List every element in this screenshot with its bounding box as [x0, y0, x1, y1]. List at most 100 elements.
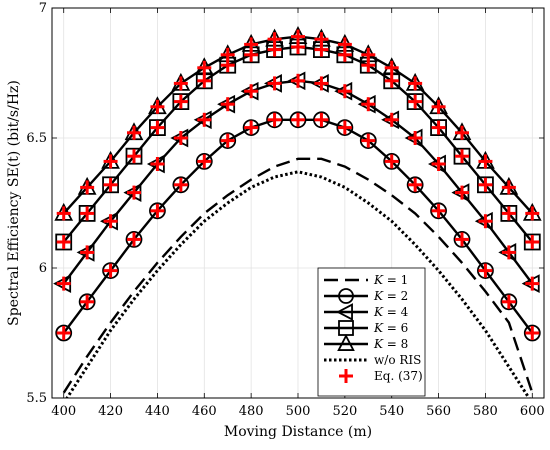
x-tick-label: 400 [51, 404, 76, 419]
marker-eq-37 [127, 185, 141, 200]
axis-ticks: 400 420 440 460 480 500 520 540 560 580 600 5.5 6 6.5… [26, 1, 544, 419]
marker-eq-37 [455, 125, 469, 140]
x-tick-label: 480 [239, 404, 264, 419]
marker-eq-37 [431, 203, 446, 218]
marker-eq-37 [173, 131, 188, 145]
marker-eq-37 [127, 149, 141, 164]
marker-eq-37 [197, 154, 212, 169]
marker-eq-37 [173, 94, 188, 109]
marker-eq-37 [244, 84, 259, 99]
x-tick-label: 580 [473, 404, 498, 419]
x-axis-label: Moving Distance (m) [224, 424, 372, 440]
marker-eq-37 [361, 47, 376, 62]
marker-k-2 [430, 202, 447, 220]
marker-eq-37 [244, 120, 259, 135]
marker-k-2 [477, 262, 494, 280]
marker-eq-37 [384, 112, 399, 127]
marker-eq-37 [220, 97, 235, 112]
x-tick-label: 560 [426, 404, 451, 419]
marker-k-2 [78, 293, 96, 311]
marker-eq-37 [525, 235, 540, 249]
marker-eq-37 [197, 112, 212, 127]
marker-eq-37 [314, 76, 329, 91]
marker-k-2 [219, 132, 237, 150]
marker-eq-37 [478, 177, 493, 192]
series-markers [53, 26, 542, 342]
marker-eq-37 [56, 326, 71, 340]
marker-k-2 [242, 119, 260, 136]
marker-k-6 [149, 119, 166, 136]
marker-k-6 [78, 204, 96, 222]
marker-k-2 [172, 176, 190, 194]
marker-eq-37 [80, 206, 95, 221]
marker-eq-37 [150, 99, 165, 114]
marker-eq-37 [455, 185, 469, 200]
marker-k-2 [406, 176, 424, 194]
marker-k-2 [266, 111, 283, 129]
marker-eq-37 [80, 180, 95, 195]
marker-eq-37 [408, 131, 423, 145]
marker-eq-37 [478, 214, 493, 229]
marker-k-2 [149, 202, 166, 220]
marker-eq-37 [501, 294, 516, 309]
marker-eq-37 [384, 73, 399, 88]
y-axis-label: Spectral Efficiency SE(t) (bit/s/Hz) [6, 80, 22, 326]
marker-eq-37 [220, 47, 235, 62]
legend-marker [339, 369, 353, 383]
marker-eq-37 [220, 133, 235, 148]
marker-k-2 [359, 132, 377, 150]
marker-k-2 [500, 293, 518, 311]
marker-eq-37 [384, 60, 399, 75]
marker-eq-37 [103, 177, 118, 192]
marker-k-6 [523, 233, 541, 251]
legend-entry-k-6: K = 6 [324, 320, 408, 336]
legend-label: K = 2 [373, 289, 408, 303]
marker-k-6 [430, 119, 447, 136]
marker-eq-37 [337, 84, 352, 99]
marker-eq-37 [478, 263, 493, 278]
marker-k-2 [453, 230, 471, 248]
marker-eq-37 [127, 232, 141, 247]
marker-eq-37 [431, 157, 446, 171]
marker-k-6 [453, 147, 471, 165]
marker-eq-37 [56, 235, 71, 249]
marker-eq-37 [525, 276, 540, 291]
marker-eq-37 [244, 37, 259, 52]
legend-label: K = 4 [373, 305, 409, 319]
x-tick-label: 460 [192, 404, 217, 419]
marker-eq-37 [337, 37, 352, 52]
marker-eq-37 [525, 326, 540, 340]
legend: K = 1 K = 2 K = 4 K = 6 K = 8 w/o RIS Eq. (37) [317, 267, 426, 397]
marker-eq-37 [56, 206, 71, 221]
marker-eq-37 [408, 177, 423, 192]
marker-k-2 [55, 324, 73, 342]
marker-k-6 [102, 176, 119, 194]
marker-k-2 [383, 152, 401, 170]
y-tick-label: 7 [39, 1, 47, 16]
marker-k-2 [125, 230, 143, 248]
legend-label: Eq. (37) [374, 369, 423, 383]
marker-eq-37 [197, 73, 212, 88]
legend-entry-eq-37: Eq. (37) [339, 369, 423, 383]
y-tick-label: 5.5 [26, 391, 47, 406]
marker-eq-37 [103, 263, 118, 278]
legend-entry-k-2: K = 2 [324, 288, 408, 304]
marker-eq-37 [314, 32, 329, 47]
marker-k-6 [55, 233, 73, 251]
marker-eq-37 [267, 76, 282, 91]
legend-entry-k-1: K = 1 [324, 273, 408, 287]
marker-eq-37 [80, 245, 95, 260]
marker-eq-37 [103, 214, 118, 229]
marker-k-6 [477, 176, 494, 194]
marker-eq-37 [361, 133, 376, 148]
legend-marker [338, 288, 354, 304]
marker-eq-37 [291, 73, 305, 88]
x-tick-label: 440 [145, 404, 170, 419]
x-tick-label: 420 [98, 404, 123, 419]
x-tick-label: 520 [332, 404, 357, 419]
legend-label: K = 1 [373, 273, 408, 287]
marker-k-6 [125, 147, 143, 165]
marker-eq-37 [501, 180, 516, 195]
